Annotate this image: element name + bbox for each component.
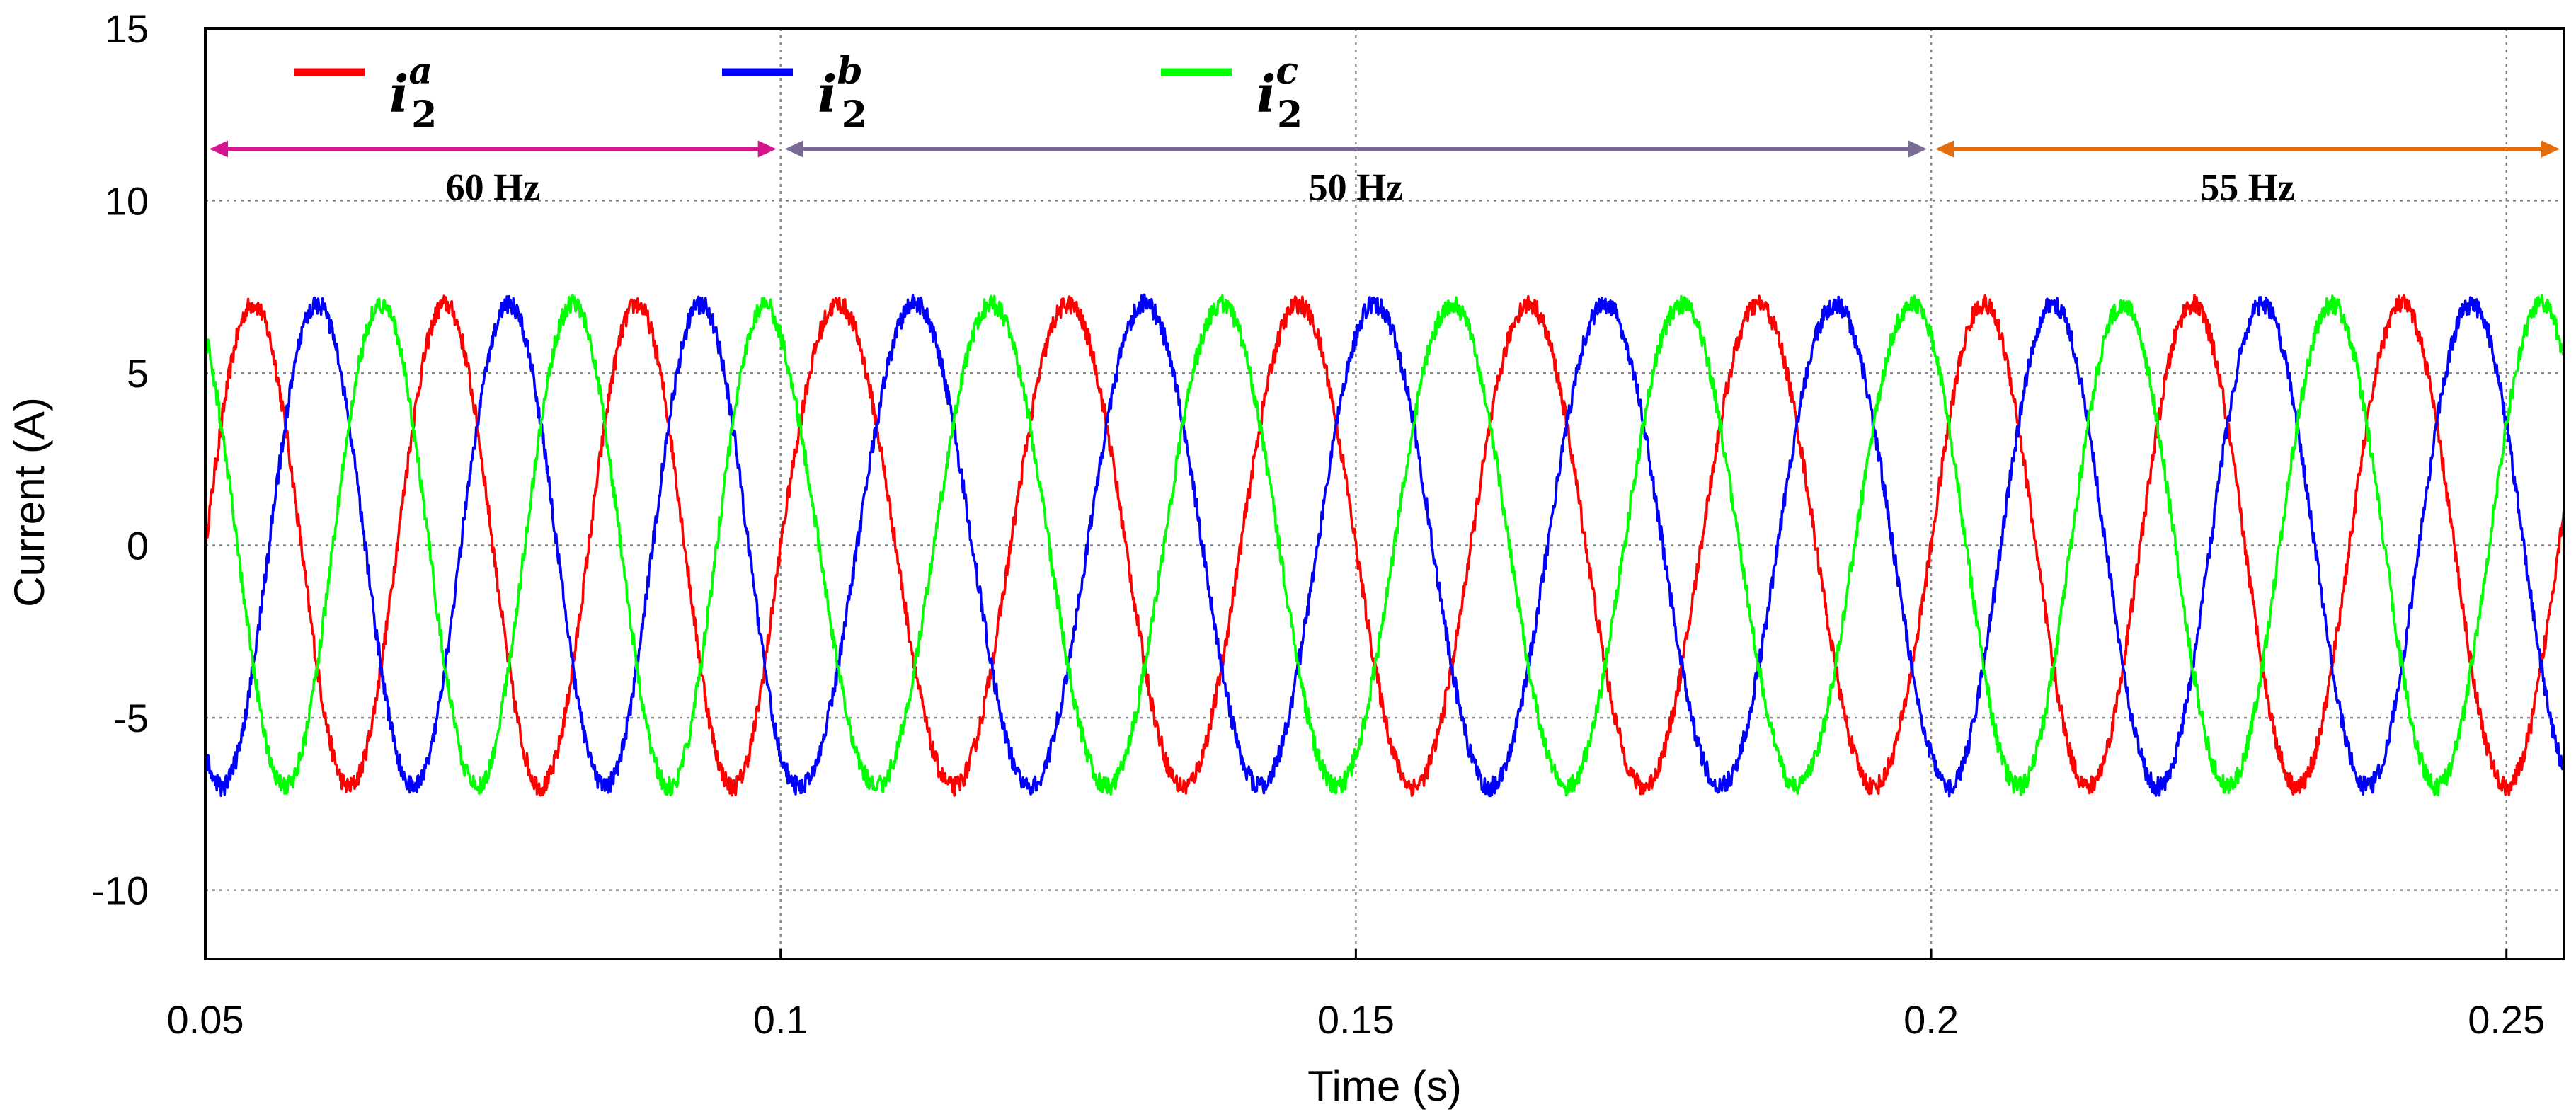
series-line-i2a <box>204 294 2565 798</box>
series-line-i2c <box>204 294 2565 797</box>
frequency-segment-60: 60 Hz <box>210 140 777 208</box>
x-tick-label: 0.2 <box>1904 997 1959 1042</box>
frequency-segment-55: 55 Hz <box>1935 140 2560 208</box>
legend: ia 2 ib 2 ic 2 <box>294 50 1303 137</box>
legend-label: ib 2 <box>818 50 867 137</box>
y-tick-label: 15 <box>105 6 149 51</box>
x-tick-label: 0.1 <box>753 997 808 1042</box>
x-axis-ticks: 0.05 0.1 0.15 0.2 0.25 <box>167 949 2545 1042</box>
x-axis-label: Time (s) <box>1307 1062 1462 1110</box>
legend-label: ia 2 <box>389 50 437 137</box>
arrowhead-right <box>2541 140 2560 158</box>
x-tick-label: 0.15 <box>1317 997 1395 1042</box>
waveform-series <box>204 293 2565 798</box>
arrowhead-left <box>210 140 228 158</box>
y-tick-label: 10 <box>105 179 149 224</box>
y-tick-label: -10 <box>91 868 149 913</box>
frequency-segment-50: 50 Hz <box>784 140 1928 208</box>
legend-label: ic 2 <box>1256 50 1303 137</box>
x-tick-label: 0.05 <box>167 997 244 1042</box>
arrowhead-right <box>1908 140 1928 158</box>
segment-label: 50 Hz <box>1309 166 1403 208</box>
frequency-annotations: 60 Hz 50 Hz 55 Hz <box>210 140 2560 208</box>
y-tick-label: 0 <box>127 524 149 568</box>
y-axis-ticks: -10 -5 0 5 10 15 <box>91 6 149 913</box>
segment-label: 55 Hz <box>2200 166 2294 208</box>
y-axis-label: Current (A) <box>6 397 53 607</box>
series-line-i2b <box>204 293 2565 798</box>
legend-entry-i2a: ia 2 <box>294 50 437 137</box>
y-tick-label: 5 <box>127 351 149 396</box>
legend-entry-i2b: ib 2 <box>722 50 867 137</box>
arrowhead-left <box>1935 140 1954 158</box>
y-tick-label: -5 <box>113 696 149 740</box>
arrowhead-left <box>784 140 803 158</box>
segment-label: 60 Hz <box>446 166 540 208</box>
legend-entry-i2c: ic 2 <box>1161 50 1303 137</box>
plot-area-frame <box>204 27 2565 960</box>
arrowhead-right <box>757 140 777 158</box>
x-tick-label: 0.25 <box>2468 997 2545 1042</box>
